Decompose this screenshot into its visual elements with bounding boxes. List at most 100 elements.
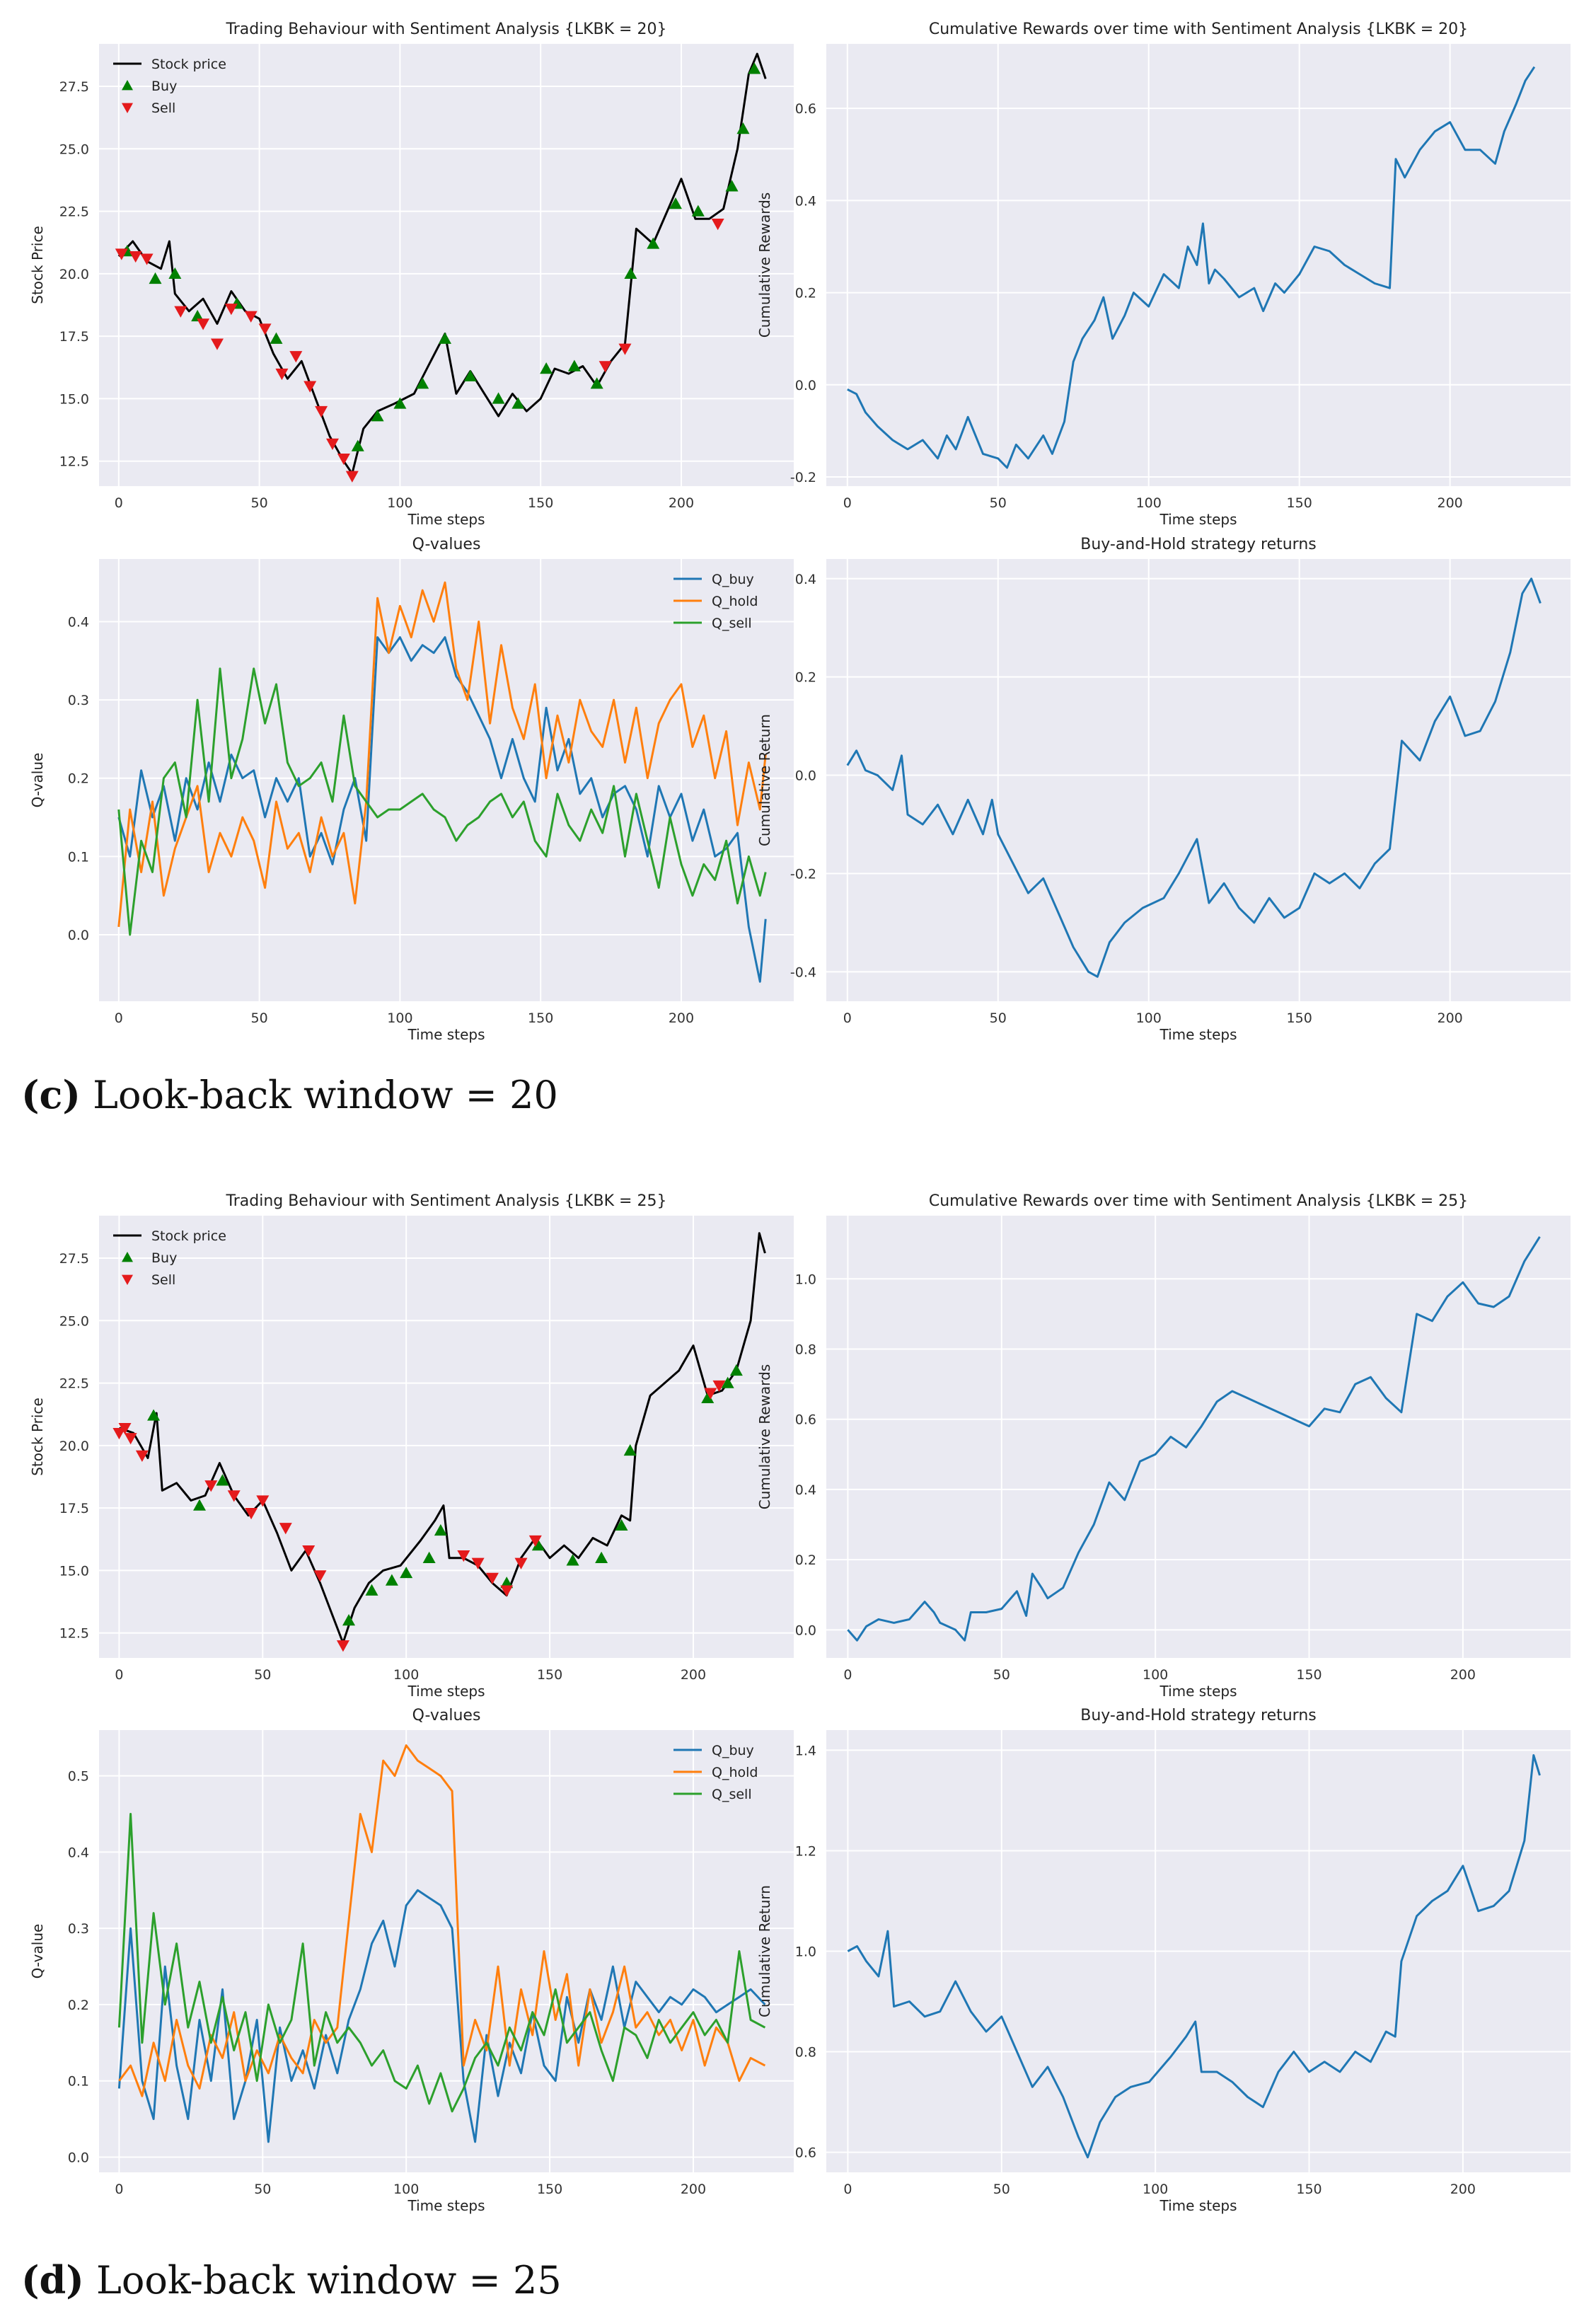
x-axis-label: Time steps: [407, 1026, 485, 1043]
buy-marker: [615, 1519, 628, 1531]
y-tick-label: 12.5: [59, 1626, 89, 1642]
x-tick-label: 0: [843, 495, 852, 511]
sell-marker: [289, 351, 303, 363]
series-line-q-buy: [117, 1889, 766, 2143]
buy-marker: [365, 1584, 378, 1596]
sell-marker: [712, 1380, 726, 1393]
legend-label: Buy: [151, 79, 177, 94]
chart-d-buy-and-hold: 0 50 100 150 200 0.6 0.8 1.0 1.2 1.4 Buy-and-Hold …: [756, 1707, 1571, 2214]
y-tick-label: 0.2: [795, 1552, 816, 1568]
x-tick-label: 50: [990, 1010, 1007, 1026]
y-tick-label: 17.5: [59, 1501, 89, 1516]
x-tick-label: 100: [1136, 495, 1162, 511]
y-axis-label: Cumulative Rewards: [756, 1364, 773, 1509]
sell-marker: [112, 1428, 126, 1440]
y-tick-label: -0.2: [790, 470, 816, 485]
caption-c-text: Look-back window = 20: [93, 1073, 558, 1117]
y-axis-label: Q-value: [29, 753, 46, 808]
y-tick-label: -0.4: [790, 964, 816, 980]
x-tick-label: 100: [387, 1010, 412, 1026]
legend-label: Q_buy: [712, 572, 754, 587]
buy-marker: [590, 377, 603, 389]
chart-d-cumulative-rewards: 0 50 100 150 200 0.0 0.2 0.4 0.6 0.8 1.0 Cumulative…: [756, 1192, 1571, 1700]
sell-marker: [514, 1557, 528, 1569]
legend-label: Q_sell: [712, 1787, 752, 1802]
legend-label: Q_hold: [712, 594, 758, 609]
x-tick-label: 150: [1287, 1010, 1312, 1026]
buy-marker: [147, 1409, 161, 1421]
x-tick-label: 50: [254, 1667, 271, 1683]
y-tick-label: 1.0: [795, 1272, 816, 1287]
buy-marker: [385, 1574, 398, 1586]
x-tick-label: 150: [528, 1010, 553, 1026]
y-axis-label: Cumulative Return: [756, 714, 773, 846]
x-tick-label: 200: [669, 495, 694, 511]
buy-marker: [371, 410, 384, 422]
y-tick-label: 1.2: [795, 1843, 816, 1859]
y-tick-label: 0.4: [795, 193, 816, 209]
y-tick-label: -0.2: [790, 866, 816, 882]
legend-label: Stock price: [151, 57, 226, 72]
x-tick-label: 150: [537, 1667, 562, 1683]
y-tick-label: 20.0: [59, 267, 89, 282]
x-tick-label: 150: [537, 2182, 562, 2197]
buy-marker: [721, 1376, 734, 1388]
y-tick-label: 0.2: [795, 286, 816, 301]
buy-marker: [351, 439, 364, 451]
series-line-cumulative-rewards: [847, 66, 1536, 469]
legend-label: Q_hold: [712, 1765, 758, 1780]
x-axis-label: Time steps: [407, 511, 485, 528]
series-line-cumulative-return: [847, 1754, 1541, 2159]
buy-marker: [691, 204, 705, 217]
series-line-stock-price: [118, 1232, 766, 1644]
series-line-cumulative-rewards: [847, 1236, 1541, 1642]
buy-marker: [149, 272, 162, 284]
x-tick-label: 150: [1287, 495, 1312, 511]
y-tick-label: 1.0: [795, 1945, 816, 1960]
y-tick-label: 0.0: [68, 2150, 89, 2165]
caption-d-text: Look-back window = 25: [96, 2258, 562, 2303]
sell-marker: [204, 1480, 218, 1492]
y-tick-label: 20.0: [59, 1439, 89, 1454]
y-tick-label: 22.5: [59, 1376, 89, 1392]
buy-marker: [725, 180, 739, 192]
sell-marker: [711, 219, 724, 231]
buy-marker: [531, 1539, 545, 1551]
sell-marker: [210, 338, 224, 350]
chart-c-q-values: 0 50 100 150 200 0.0 0.1 0.2 0.3 0.4 Q-values Time …: [29, 536, 794, 1043]
caption-c: (c) Look-back window = 20: [21, 1072, 558, 1117]
buy-marker: [623, 1444, 637, 1456]
sell-marker: [500, 1585, 514, 1597]
sell-marker: [336, 1640, 349, 1652]
x-tick-label: 200: [1438, 495, 1463, 511]
plot-area: [99, 1730, 794, 2172]
x-tick-label: 200: [669, 1010, 694, 1026]
x-tick-label: 50: [254, 2182, 271, 2197]
sell-marker: [256, 1495, 270, 1507]
x-tick-label: 200: [681, 2182, 706, 2197]
x-tick-label: 50: [993, 1667, 1010, 1683]
sell-marker: [224, 304, 238, 316]
caption-d-letter: (d): [21, 2257, 84, 2303]
x-tick-label: 0: [115, 1667, 123, 1683]
x-tick-label: 0: [115, 1010, 123, 1026]
y-tick-label: 0.4: [68, 1845, 89, 1860]
sell-marker: [245, 1507, 258, 1520]
buy-marker: [567, 359, 581, 371]
sell-marker: [471, 1557, 485, 1569]
x-tick-label: 200: [1450, 1667, 1476, 1683]
chart-title: Cumulative Rewards over time with Sentim…: [929, 21, 1468, 38]
plot-area: [99, 44, 794, 486]
buy-marker: [624, 267, 637, 280]
y-axis-label: Q-value: [29, 1924, 46, 1979]
buy-marker: [400, 1566, 413, 1579]
y-tick-label: 0.4: [795, 1482, 816, 1498]
x-tick-label: 200: [681, 1667, 706, 1683]
x-tick-label: 150: [528, 495, 553, 511]
x-tick-label: 50: [251, 1010, 268, 1026]
sell-marker: [115, 248, 128, 260]
buy-marker: [439, 332, 452, 344]
series-line-q-hold: [118, 1744, 766, 2097]
sell-marker: [135, 1450, 149, 1462]
